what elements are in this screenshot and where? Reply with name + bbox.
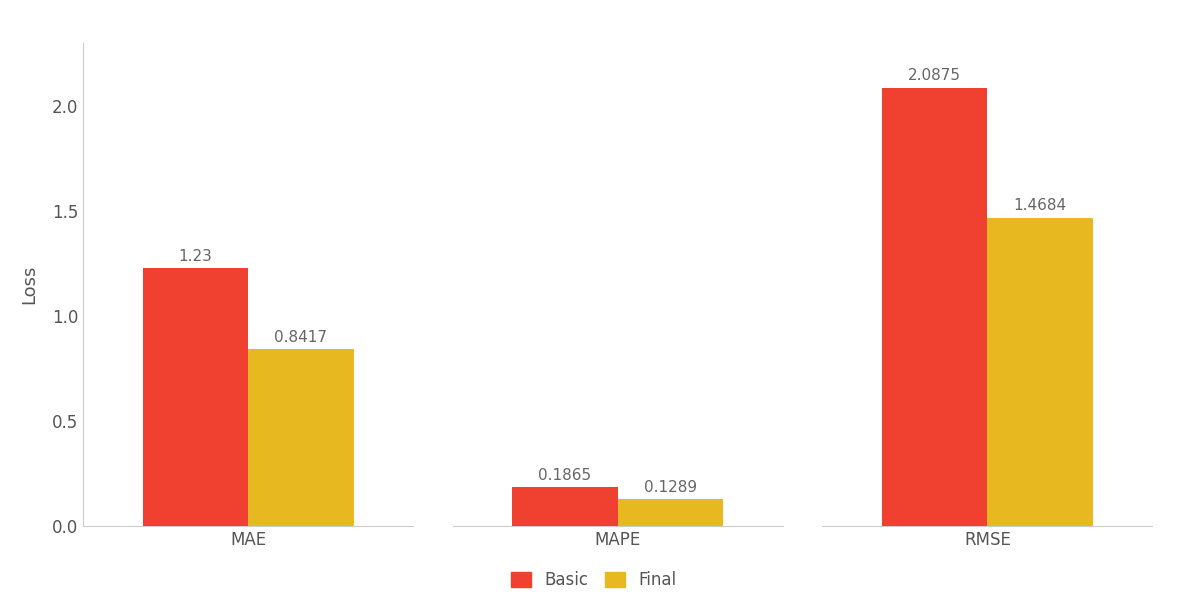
Bar — [881, 88, 987, 526]
Bar — [512, 487, 618, 526]
Bar — [618, 499, 723, 526]
Text: 0.1289: 0.1289 — [644, 480, 697, 495]
Text: 0.1865: 0.1865 — [538, 468, 592, 483]
Text: 1.4684: 1.4684 — [1013, 198, 1067, 214]
Bar — [248, 349, 354, 526]
Legend: Basic, Final: Basic, Final — [503, 563, 685, 597]
Text: 1.23: 1.23 — [178, 248, 213, 264]
Bar — [987, 218, 1093, 526]
Text: 0.8417: 0.8417 — [274, 330, 328, 345]
Bar — [143, 268, 248, 526]
Text: 2.0875: 2.0875 — [908, 69, 961, 83]
Y-axis label: Loss: Loss — [20, 265, 38, 304]
